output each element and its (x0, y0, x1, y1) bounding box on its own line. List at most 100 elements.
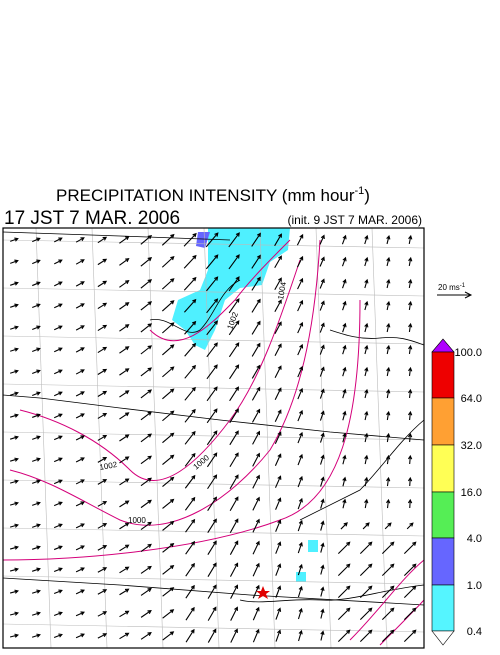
wind-arrow (407, 432, 413, 443)
wind-arrow (319, 234, 325, 245)
wind-arrow (140, 609, 152, 618)
wind-arrow (140, 521, 152, 531)
wind-arrow (162, 432, 175, 444)
wind-arrow (185, 628, 195, 643)
wind-arrow (342, 388, 347, 399)
wind-arrow (9, 435, 19, 440)
wind-arrow (359, 585, 373, 599)
wind-arrow (9, 589, 19, 594)
wind-arrow (162, 344, 175, 356)
wind-arrow (408, 366, 413, 377)
wind-arrow (97, 567, 108, 573)
wind-arrow (185, 584, 195, 599)
wind-arrow (10, 259, 19, 264)
wind-arrow (140, 499, 152, 509)
wind-arrow (140, 345, 153, 355)
wind-arrow (252, 430, 261, 445)
wind-arrow (359, 629, 373, 643)
wind-arrow (185, 540, 196, 555)
wind-arrow (119, 610, 130, 618)
isobar-label: 1002 (99, 460, 119, 472)
wind-arrow (296, 255, 304, 268)
wind-arrow (381, 629, 395, 643)
wind-arrow (53, 611, 63, 617)
colorbar-label: 1.0 (467, 580, 482, 592)
wind-arrow (53, 303, 63, 309)
wind-arrow (119, 632, 130, 640)
wind-arrow (140, 543, 152, 552)
wind-arrow (75, 435, 85, 441)
wind-arrow (119, 235, 130, 244)
wind-arrow (275, 629, 282, 642)
wind-arrow (75, 567, 85, 573)
wind-arrow (386, 454, 391, 465)
wind-arrow (119, 324, 130, 332)
wind-arrow (119, 500, 130, 508)
wind-arrow (185, 606, 195, 621)
wind-arrow (386, 432, 391, 443)
wind-arrow (32, 391, 41, 396)
wind-arrow (161, 322, 175, 334)
wind-arrow (337, 563, 351, 577)
wind-arrow (75, 325, 85, 331)
wind-arrow (53, 325, 63, 331)
wind-arrow (228, 342, 240, 358)
wind-arrow (407, 454, 413, 465)
wind-arrow (320, 476, 325, 487)
wind-arrow (140, 389, 152, 399)
wind-arrow (252, 562, 260, 577)
wind-arrow (230, 584, 239, 599)
wind-arrow (207, 562, 217, 577)
wind-arrow (140, 323, 153, 333)
wind-arrow (297, 585, 303, 598)
wind-arrow (75, 413, 85, 419)
wind-arrow (364, 454, 369, 465)
colorbar-cap (431, 338, 455, 353)
wind-arrow (274, 277, 282, 291)
wind-arrow (359, 541, 373, 555)
wind-arrow (320, 608, 325, 619)
wind-arrow (206, 452, 218, 468)
wind-arrow (53, 457, 63, 463)
wind-arrow (97, 390, 108, 397)
isobar-label: 1000 (128, 516, 146, 525)
wind-arrow (342, 432, 347, 443)
wind-arrow (408, 300, 413, 311)
wind-arrow (162, 565, 175, 575)
wind-arrow (31, 523, 41, 528)
wind-arrow (362, 522, 370, 530)
wind-arrow (53, 589, 63, 595)
grid-line (3, 335, 424, 345)
wind-arrow (53, 369, 63, 375)
wind-arrow (10, 303, 19, 308)
wind-arrow (53, 479, 63, 485)
wind-arrow (9, 501, 19, 506)
wind-arrow (184, 386, 196, 401)
wind-arrow (140, 367, 153, 377)
wind-arrow (185, 518, 196, 533)
wind-arrow (54, 237, 63, 243)
wind-arrow (229, 540, 239, 555)
grid-line (147, 228, 164, 648)
colorbar-segment (431, 351, 455, 399)
wind-arrow (274, 365, 282, 379)
wind-arrow (319, 278, 325, 289)
grid-line (3, 527, 424, 537)
wind-arrow (342, 344, 347, 355)
wind-arrow (251, 320, 261, 335)
wind-arrow (119, 478, 130, 486)
wind-arrow (407, 410, 413, 421)
wind-arrow (31, 479, 41, 484)
wind-arrow (229, 452, 239, 468)
wind-arrow (206, 364, 218, 380)
wind-arrow (408, 322, 413, 333)
wind-arrow (140, 257, 153, 267)
wind-arrow (32, 325, 41, 331)
wind-arrow (407, 498, 413, 509)
wind-arrow (75, 501, 85, 507)
wind-arrow (32, 413, 41, 418)
wind-arrow (9, 567, 19, 572)
wind-arrow (230, 606, 238, 621)
wind-arrow (274, 299, 282, 313)
wind-arrow (403, 629, 417, 643)
